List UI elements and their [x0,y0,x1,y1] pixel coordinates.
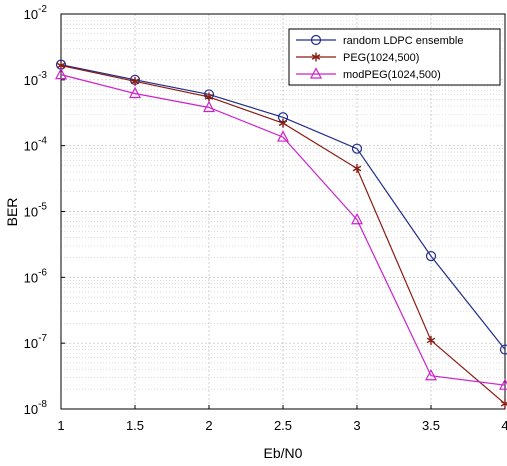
y-tick-label: 10-7 [24,333,48,351]
asterisk-stroke [130,78,140,85]
triangle-marker [351,212,363,225]
x-tick-label: 2 [205,418,212,433]
asterisk-stroke [426,337,436,344]
asterisk-stroke [311,54,321,60]
y-tick-label: 10-2 [24,4,48,22]
x-tick-label: 1 [57,418,64,433]
y-axis-ticks: 10-8 10-7 10-6 10-5 10-4 10-3 10-2 [24,4,65,417]
y-tick-label: 10-6 [24,267,48,285]
triangle-marker [310,67,322,79]
legend-label: modPEG(1024,500) [343,69,441,81]
asterisk-stroke [352,165,362,172]
x-tick-label: 3.5 [422,418,440,433]
y-tick-label: 10-3 [24,70,48,88]
series-triangle [55,67,507,390]
x-tick-label: 1.5 [126,418,144,433]
series-layer [55,59,507,409]
triangle-marker [55,67,67,80]
circle-marker [425,251,437,262]
circle-marker [310,34,322,46]
triangle-marker [203,100,215,113]
triangle-marker [129,86,141,99]
asterisk-marker [311,52,321,62]
asterisk-stroke [204,94,214,100]
x-tick-label: 3 [353,418,360,433]
x-tick-label: 2.5 [274,418,292,433]
x-tick-label: 4 [501,418,507,433]
y-tick-label: 10-5 [24,202,48,220]
y-tick-label: 10-8 [24,399,48,417]
x-axis-ticks: 1 1.5 2 2.5 3 3.5 4 [57,405,507,433]
y-tick-label: 10-4 [24,136,48,154]
x-axis-label: Eb/N0 [264,445,303,461]
series-asterisk [56,61,507,409]
asterisk-stroke [56,62,66,69]
asterisk-marker [426,335,436,345]
asterisk-marker [352,163,362,173]
circle-marker [351,143,363,154]
series-line [60,74,506,386]
asterisk-stroke [278,120,288,126]
triangle-marker [425,368,437,381]
asterisk-marker [278,118,288,128]
circle-marker [499,344,507,355]
legend-label: PEG(1024,500) [343,52,419,64]
asterisk-marker [130,76,140,86]
asterisk-marker [204,92,214,102]
asterisk-stroke [500,401,507,407]
triangle-marker [277,130,289,142]
legend: random LDPC ensemble PEG(1024,500) modPEG(… [288,28,501,86]
triangle-marker [499,378,507,390]
legend-label: random LDPC ensemble [343,35,463,47]
asterisk-marker [500,399,507,409]
y-axis-label: BER [4,198,20,227]
